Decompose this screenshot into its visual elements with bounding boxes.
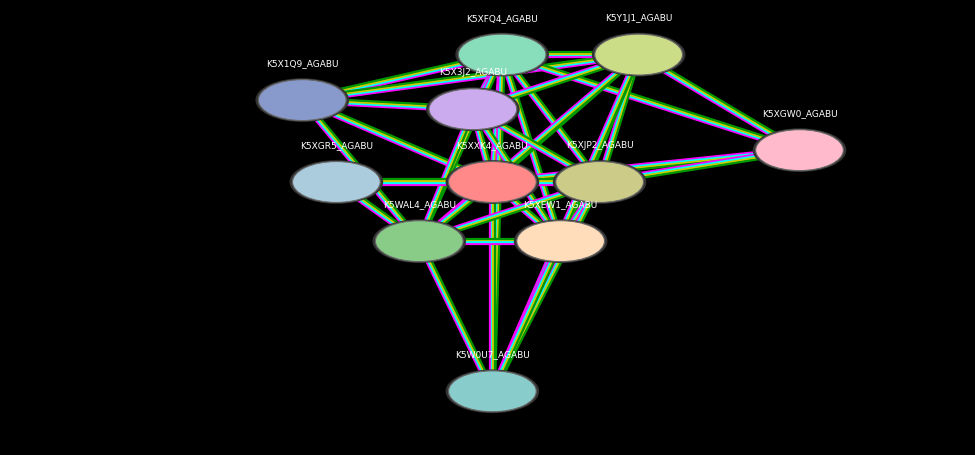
Ellipse shape [517,221,604,262]
Ellipse shape [292,162,380,202]
Ellipse shape [448,371,536,412]
Ellipse shape [429,89,517,130]
Text: K5XFQ4_AGABU: K5XFQ4_AGABU [466,14,538,23]
Ellipse shape [514,219,607,263]
Ellipse shape [372,219,466,263]
Text: K5WAL4_AGABU: K5WAL4_AGABU [383,200,455,209]
Ellipse shape [756,130,843,171]
Text: K5XEW1_AGABU: K5XEW1_AGABU [524,200,598,209]
Text: K5XJP2_AGABU: K5XJP2_AGABU [566,141,634,150]
Ellipse shape [753,128,846,172]
Ellipse shape [446,369,539,413]
Text: K5XGR5_AGABU: K5XGR5_AGABU [300,141,372,150]
Ellipse shape [446,160,539,204]
Ellipse shape [553,160,646,204]
Text: K5X1Q9_AGABU: K5X1Q9_AGABU [266,59,338,68]
Ellipse shape [375,221,463,262]
Ellipse shape [556,162,644,202]
Ellipse shape [592,33,685,76]
Ellipse shape [426,87,520,131]
Ellipse shape [258,80,346,121]
Text: K5W0U7_AGABU: K5W0U7_AGABU [455,350,529,359]
Text: K5Y1J1_AGABU: K5Y1J1_AGABU [604,14,673,23]
Text: K5XGW0_AGABU: K5XGW0_AGABU [761,109,838,118]
Ellipse shape [448,162,536,202]
Text: K5X3J2_AGABU: K5X3J2_AGABU [439,68,507,77]
Ellipse shape [255,78,349,122]
Ellipse shape [455,33,549,76]
Text: K5XXK4_AGABU: K5XXK4_AGABU [456,141,528,150]
Ellipse shape [458,34,546,75]
Ellipse shape [595,34,682,75]
Ellipse shape [290,160,383,204]
